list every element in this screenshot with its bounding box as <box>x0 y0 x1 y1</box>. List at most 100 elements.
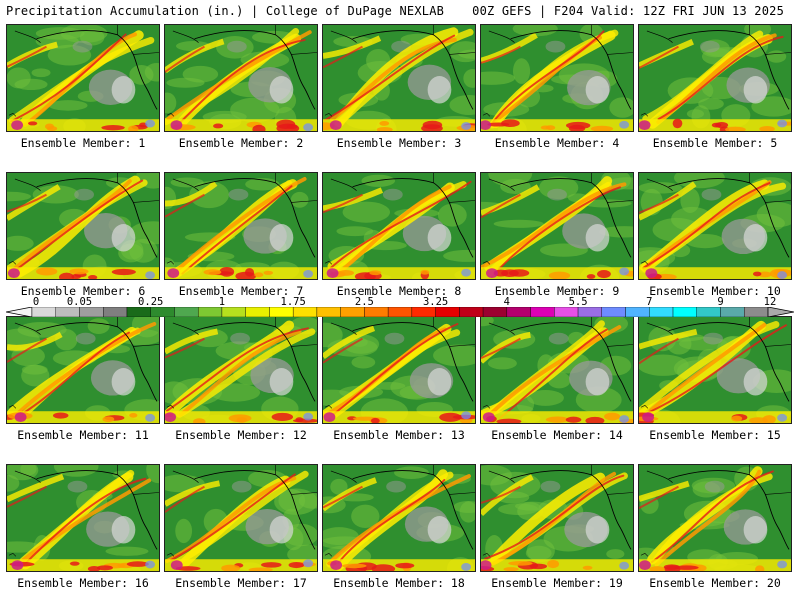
dry-area-north <box>699 40 720 53</box>
colorbar-tick-label: 3.25 <box>422 296 449 308</box>
coastline <box>36 322 158 402</box>
colorbar-swatch <box>482 307 508 317</box>
coastline <box>488 322 515 335</box>
light-precip-area <box>443 249 475 262</box>
very-heavy-precip-band <box>323 337 363 364</box>
very-heavy-precip-band <box>166 327 310 412</box>
very-heavy-precip-band <box>481 193 521 219</box>
very-heavy-precip-band <box>323 485 363 509</box>
precip-map <box>480 464 634 572</box>
ensemble-grid: Ensemble Member: 1 Ensemble Member: 2 Ense… <box>6 24 794 596</box>
heavy-precip-band <box>481 182 627 270</box>
colorbar-swatch <box>387 307 413 317</box>
extreme-precip-area <box>145 560 156 569</box>
extreme-precip-area <box>642 412 655 423</box>
light-precip-area <box>31 68 51 78</box>
extreme-precip-area <box>11 560 24 571</box>
colorbar-swatch <box>459 307 484 317</box>
extreme-precip-area <box>11 120 24 131</box>
precip-map <box>6 464 160 572</box>
dry-area-north <box>540 480 561 493</box>
ensemble-member-label: Ensemble Member: 19 <box>491 576 623 590</box>
extreme-precip-area <box>145 119 156 128</box>
coastline <box>166 552 175 557</box>
moderate-precip-band <box>323 35 382 59</box>
border-line <box>133 200 159 203</box>
map-graphic <box>165 25 317 131</box>
coastline <box>14 322 41 335</box>
map-graphic <box>639 465 791 571</box>
colorbar-swatch <box>340 307 365 317</box>
precip-map <box>480 172 634 280</box>
light-precip-area <box>14 78 48 91</box>
heavy-precip-band <box>165 476 297 563</box>
tropical-precip-band <box>7 411 159 423</box>
dry-area-core <box>427 516 452 544</box>
very-heavy-precip-band <box>165 485 205 513</box>
tropical-heavy-precip <box>422 120 443 130</box>
dry-area-north <box>382 188 403 201</box>
very-heavy-precip-band <box>165 193 205 218</box>
coastline <box>352 178 474 258</box>
tropical-precip-band <box>323 119 475 131</box>
coastline <box>194 178 316 258</box>
very-heavy-precip-band <box>495 186 622 274</box>
coastline <box>14 30 41 43</box>
colorbar: 0 0.05 0.25 1 1.75 2.5 3.25 4 5.5 7 9 12 <box>6 296 794 318</box>
coastline <box>640 404 649 409</box>
tropical-heavy-precip <box>261 562 282 568</box>
very-heavy-precip-band <box>323 193 363 214</box>
dry-area-north <box>74 188 94 201</box>
tropical-heavy-precip <box>439 412 462 422</box>
light-precip-area <box>290 191 309 208</box>
colorbar-tick-label: 5.5 <box>568 296 588 308</box>
border-line <box>291 200 317 203</box>
ensemble-member-label: Ensemble Member: 7 <box>178 284 304 298</box>
light-precip-area <box>449 41 475 63</box>
map-graphic <box>7 25 159 131</box>
dry-area-core <box>111 516 136 544</box>
border-line <box>765 200 791 203</box>
colorbar-swatch <box>31 307 56 317</box>
extreme-precip-area <box>481 560 492 571</box>
light-precip-area <box>463 69 475 88</box>
tropical-heavy-precip <box>102 416 115 423</box>
tropical-precip-band <box>7 559 159 571</box>
precip-map <box>480 24 634 132</box>
coastline <box>324 260 333 265</box>
tropical-heavy-precip <box>501 119 520 128</box>
extreme-precip-area <box>639 120 651 131</box>
very-heavy-precip-band <box>7 337 47 363</box>
light-precip-area <box>278 489 306 512</box>
colorbar-tick-label: 2.5 <box>354 296 374 308</box>
tropical-heavy-precip <box>548 271 571 279</box>
border-line <box>607 344 633 347</box>
coastline <box>482 260 491 265</box>
colorbar-swatch <box>672 307 697 317</box>
ensemble-member-label: Ensemble Member: 11 <box>17 428 149 442</box>
tropical-heavy-precip <box>731 415 743 422</box>
tropical-heavy-precip <box>128 125 139 131</box>
dry-area-core <box>585 224 610 252</box>
precip-map <box>638 172 792 280</box>
map-graphic <box>323 25 475 131</box>
very-heavy-precip-band <box>499 328 608 419</box>
light-precip-area <box>394 466 429 480</box>
map-graphic <box>7 173 159 279</box>
light-precip-area <box>639 182 683 194</box>
extreme-precip-area <box>619 120 630 129</box>
map-graphic <box>7 317 159 423</box>
tropical-heavy-precip <box>46 126 58 131</box>
extreme-precip-area <box>461 411 472 420</box>
border-line <box>449 200 475 203</box>
dry-area-core <box>743 368 768 396</box>
dry-area-core <box>743 76 768 104</box>
moderate-precip-band <box>165 27 300 126</box>
very-heavy-precip-band <box>639 193 679 214</box>
light-precip-area <box>437 203 467 227</box>
border-line <box>133 492 159 495</box>
colorbar-swatch <box>696 307 721 317</box>
tropical-heavy-precip <box>370 417 380 423</box>
border-line <box>607 492 633 495</box>
dry-area-core <box>427 224 452 252</box>
